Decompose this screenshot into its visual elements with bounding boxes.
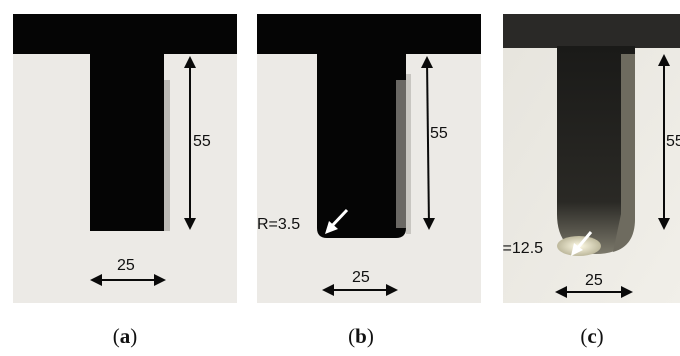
specimen-photo-c: 55 25 R=12.5 xyxy=(503,14,680,303)
caption-c: (c) xyxy=(580,324,604,348)
radius-label-c: R=12.5 xyxy=(503,240,544,257)
depth-arrow xyxy=(184,56,196,230)
top-bar xyxy=(503,14,680,48)
caption-letter-a: a xyxy=(119,324,131,348)
width-label-b: 25 xyxy=(352,269,370,286)
radius-pointer-arrow xyxy=(325,208,349,234)
caption-letter-c: c xyxy=(587,324,597,348)
width-arrow xyxy=(90,274,166,286)
radius-pointer-arrow xyxy=(571,231,593,256)
notch xyxy=(317,52,406,238)
width-arrow xyxy=(322,284,398,296)
notch xyxy=(557,46,635,254)
notch xyxy=(90,52,164,231)
specimen-drawing-a xyxy=(13,14,237,303)
width-label-c: 25 xyxy=(585,272,603,289)
caption-b: (b) xyxy=(348,324,374,348)
specimen-photo-b: 55 25 R=3.5 xyxy=(257,14,481,303)
top-bar xyxy=(257,14,481,54)
width-label-a: 25 xyxy=(117,257,135,274)
notch-edge-shadow xyxy=(164,80,170,231)
specimen-photo-a: 55 25 xyxy=(13,14,237,303)
caption-letter-b: b xyxy=(355,324,367,348)
specimen-drawing-c xyxy=(503,14,680,303)
top-bar xyxy=(13,14,237,54)
depth-label-b: 55 xyxy=(430,125,448,142)
notch-edge-light xyxy=(406,74,411,234)
depth-label-a: 55 xyxy=(193,133,211,150)
radius-label-b: R=3.5 xyxy=(257,216,301,234)
depth-arrow xyxy=(421,56,435,230)
specimen-drawing-b xyxy=(257,14,481,303)
depth-arrow xyxy=(658,54,670,230)
notch-edge-shadow xyxy=(613,54,635,252)
width-arrow xyxy=(555,286,633,298)
depth-label-c: 55 xyxy=(666,133,680,150)
caption-a: (a) xyxy=(112,324,138,348)
notch-edge-shadow xyxy=(396,80,406,228)
